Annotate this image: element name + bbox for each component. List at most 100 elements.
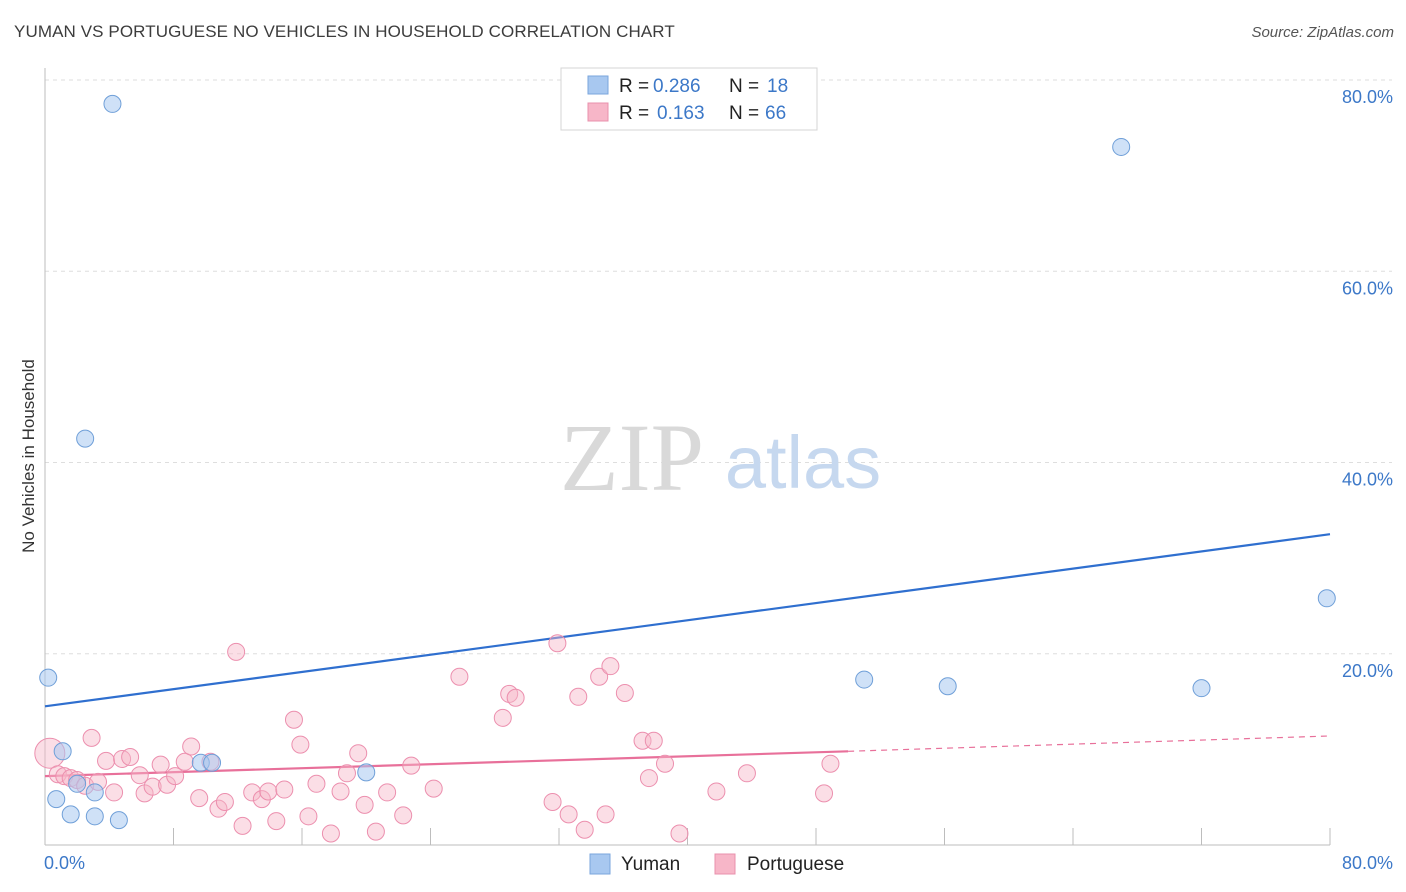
data-point-yuman: [1317, 589, 1336, 608]
data-point-portuguese: [493, 708, 512, 727]
chart-title: YUMAN VS PORTUGUESE NO VEHICLES IN HOUSE…: [14, 22, 675, 41]
data-point-portuguese: [82, 728, 101, 747]
x-tick-labels: 0.0% 80.0%: [44, 853, 1393, 873]
data-point-yuman: [1192, 679, 1211, 698]
data-point-portuguese: [182, 737, 201, 756]
bottom-legend-label-yuman: Yuman: [621, 854, 680, 875]
data-point-portuguese: [402, 756, 421, 775]
data-point-portuguese: [707, 782, 726, 801]
trend-line-portuguese-extrapolated: [848, 735, 1331, 752]
data-point-portuguese: [506, 688, 525, 707]
data-point-yuman: [39, 668, 58, 687]
y-tick-label: 80.0%: [1342, 87, 1393, 107]
data-point-portuguese: [548, 634, 567, 653]
data-point-portuguese: [737, 764, 756, 783]
stats-r-label-portuguese: R =: [619, 103, 649, 124]
data-point-yuman: [61, 805, 80, 824]
data-point-yuman: [53, 742, 72, 761]
data-point-portuguese: [307, 774, 326, 793]
legend-swatch-yuman: [587, 75, 609, 95]
data-point-portuguese: [105, 783, 124, 802]
data-point-portuguese: [644, 731, 663, 750]
data-point-portuguese: [97, 751, 116, 770]
stats-r-label-yuman: R =: [619, 76, 649, 97]
data-point-portuguese: [337, 764, 356, 783]
legend-swatch-portuguese: [587, 102, 609, 122]
data-point-yuman: [938, 677, 957, 696]
x-tick-label: 80.0%: [1342, 853, 1393, 873]
data-point-portuguese: [590, 667, 609, 686]
data-point-portuguese: [299, 807, 318, 826]
data-point-portuguese: [575, 820, 594, 839]
trend-lines: [44, 533, 1331, 778]
data-point-portuguese: [366, 822, 385, 841]
bottom-legend-swatch-yuman: [589, 853, 611, 875]
data-point-portuguese: [596, 805, 615, 824]
data-point-portuguese: [190, 789, 209, 808]
data-point-portuguese: [349, 744, 368, 763]
stats-n-label-yuman: N =: [729, 76, 759, 97]
data-point-portuguese: [233, 816, 252, 835]
data-point-yuman: [109, 811, 128, 830]
bottom-legend: Yuman Portuguese: [589, 853, 844, 875]
data-point-portuguese: [121, 748, 140, 767]
data-point-portuguese: [166, 767, 185, 786]
y-tick-label: 20.0%: [1342, 661, 1393, 681]
trend-line-portuguese: [44, 750, 849, 778]
data-point-yuman: [203, 753, 222, 772]
data-point-portuguese: [215, 792, 234, 811]
data-point-portuguese: [291, 735, 310, 754]
source-label: Source: ZipAtlas.com: [1251, 24, 1394, 41]
data-point-portuguese: [543, 792, 562, 811]
bottom-legend-swatch-portuguese: [714, 853, 736, 875]
data-point-portuguese: [450, 667, 469, 686]
data-point-portuguese: [243, 783, 262, 802]
x-tick-label: 0.0%: [44, 853, 85, 873]
data-point-portuguese: [275, 780, 294, 799]
stats-r-value-portuguese: 0.163: [657, 103, 705, 124]
data-point-portuguese: [815, 784, 834, 803]
data-point-portuguese: [355, 795, 374, 814]
data-point-portuguese: [209, 799, 228, 818]
data-point-portuguese: [378, 783, 397, 802]
data-point-portuguese: [267, 812, 286, 831]
data-point-yuman: [85, 783, 104, 802]
data-point-yuman: [47, 790, 66, 809]
data-point-yuman: [1112, 137, 1131, 156]
y-tick-label: 40.0%: [1342, 470, 1393, 490]
data-point-portuguese: [639, 769, 658, 788]
data-point-yuman: [85, 807, 104, 826]
y-axis-label: No Vehicles in Household: [19, 359, 38, 553]
y-tick-labels: 20.0% 40.0% 60.0% 80.0%: [1342, 87, 1393, 681]
data-point-portuguese: [601, 657, 620, 676]
watermark-atlas: atlas: [725, 421, 881, 504]
stats-r-value-yuman: 0.286: [653, 76, 701, 97]
stats-legend: R = 0.286 N = 18 R = 0.163 N = 66: [560, 67, 818, 131]
stats-n-value-portuguese: 66: [765, 103, 786, 124]
data-point-portuguese: [569, 687, 588, 706]
data-point-portuguese: [130, 766, 149, 785]
data-point-portuguese: [321, 824, 340, 843]
data-point-portuguese: [559, 805, 578, 824]
data-point-portuguese: [151, 755, 170, 774]
data-points: [34, 94, 1336, 843]
data-point-portuguese: [615, 683, 634, 702]
bottom-legend-label-portuguese: Portuguese: [747, 854, 844, 875]
data-point-portuguese: [259, 782, 278, 801]
data-point-portuguese: [284, 710, 303, 729]
data-point-yuman: [76, 429, 95, 448]
data-point-portuguese: [143, 777, 162, 796]
watermark: ZIP atlas: [560, 404, 881, 511]
stats-n-label-portuguese: N =: [729, 103, 759, 124]
data-point-yuman: [103, 94, 122, 113]
data-point-portuguese: [175, 752, 194, 771]
data-point-portuguese: [656, 754, 675, 773]
data-point-yuman: [357, 763, 376, 782]
stats-n-value-yuman: 18: [767, 76, 788, 97]
data-point-portuguese: [670, 824, 689, 843]
data-point-yuman: [68, 774, 87, 793]
data-point-portuguese: [821, 754, 840, 773]
data-point-yuman: [855, 670, 874, 689]
data-point-portuguese: [424, 779, 443, 798]
